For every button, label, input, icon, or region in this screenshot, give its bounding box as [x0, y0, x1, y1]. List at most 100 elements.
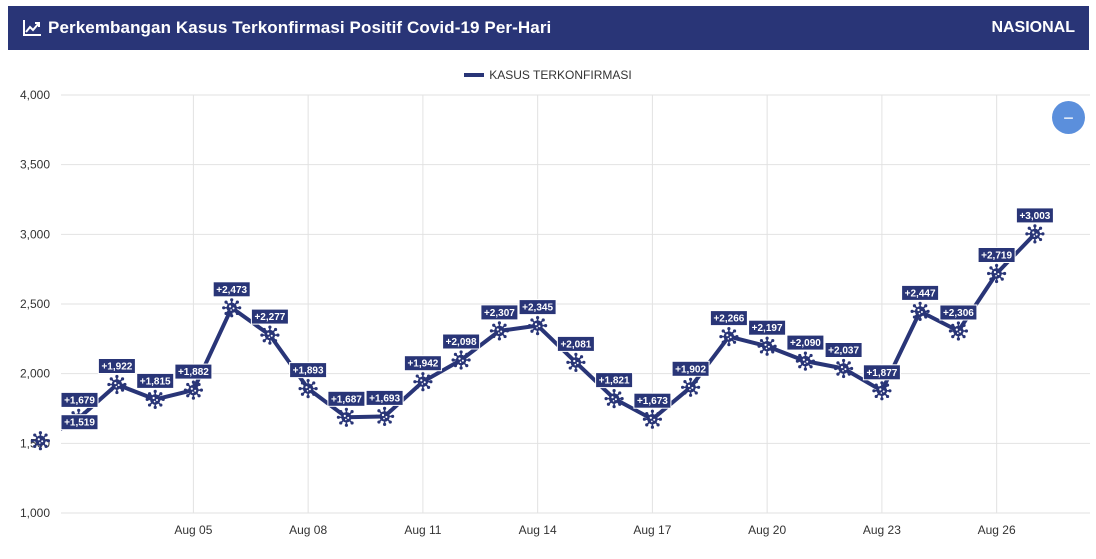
marker-tip: [568, 366, 572, 370]
marker-dot: [306, 390, 309, 392]
marker-tip: [453, 364, 458, 368]
marker-dot: [573, 359, 576, 363]
data-label: +1,821: [599, 376, 630, 387]
marker-tip: [656, 411, 660, 416]
marker-tip: [956, 321, 960, 325]
line-chart-icon: [23, 20, 41, 36]
marker-tip: [147, 403, 152, 407]
data-label: +2,345: [522, 303, 553, 314]
marker-tip: [344, 423, 348, 427]
marker-tip: [107, 382, 111, 387]
marker-tip: [579, 366, 584, 370]
marker-tip: [656, 423, 660, 427]
marker-body: [379, 411, 390, 422]
marker-tip: [1000, 266, 1004, 270]
marker-dot: [267, 332, 270, 335]
marker-dot: [844, 368, 847, 371]
marker-tip: [383, 406, 387, 410]
marker-tip: [732, 329, 737, 333]
marker-dot: [536, 327, 538, 329]
marker-tip: [683, 391, 687, 395]
marker-tip: [606, 391, 611, 395]
data-point: [298, 379, 318, 399]
marker-dot: [117, 384, 120, 387]
data-label: +2,306: [943, 308, 974, 319]
marker-tip: [383, 422, 387, 426]
marker-tip: [650, 409, 654, 413]
marker-body: [1029, 228, 1041, 240]
marker-tip: [115, 374, 119, 379]
marker-tip: [681, 385, 685, 389]
marker-tip: [658, 417, 662, 421]
marker-tip: [77, 408, 81, 412]
data-label: +1,679: [64, 395, 95, 406]
marker-tip: [566, 360, 570, 364]
marker-dot: [229, 305, 232, 308]
marker-body: [876, 385, 888, 396]
marker-tip: [505, 329, 509, 333]
marker-tip: [541, 318, 545, 322]
collapse-button[interactable]: −: [1052, 101, 1085, 134]
marker-tip: [995, 279, 999, 284]
marker-tip: [850, 366, 854, 371]
marker-tip: [951, 335, 955, 339]
marker-tip: [727, 343, 731, 347]
marker-dot: [918, 312, 921, 315]
marker-tip: [620, 397, 624, 401]
marker-tip: [842, 358, 846, 363]
marker-tip: [33, 433, 37, 437]
marker-tip: [803, 367, 807, 371]
marker-tip: [948, 329, 952, 333]
marker-dot: [41, 440, 44, 443]
region-label[interactable]: NASIONAL: [991, 19, 1075, 36]
data-label-box: [595, 372, 634, 389]
marker-dot: [385, 416, 388, 418]
data-label: +2,447: [905, 288, 936, 299]
marker-tip: [339, 410, 343, 414]
marker-dot: [1035, 233, 1038, 236]
marker-tip: [1041, 232, 1045, 236]
marker-tip: [612, 389, 616, 393]
marker-tip: [44, 444, 48, 448]
marker-tip: [924, 304, 928, 308]
data-label: +1,942: [407, 359, 438, 370]
marker-tip: [336, 415, 340, 419]
data-point: [834, 358, 854, 379]
data-label-box: [365, 389, 404, 406]
marker-dot: [115, 385, 118, 388]
marker-dot: [574, 363, 577, 366]
data-label: +2,197: [752, 323, 783, 334]
data-label: +1,687: [331, 394, 362, 405]
data-point: [642, 409, 662, 429]
marker-tip: [773, 344, 777, 348]
marker-tip: [300, 381, 305, 385]
marker-tip: [683, 380, 687, 384]
marker-tip: [260, 333, 264, 337]
data-label: +1,902: [675, 364, 706, 375]
data-point: [107, 374, 127, 395]
marker-dot: [765, 347, 768, 350]
data-label-box: [709, 310, 748, 327]
marker-dot: [37, 438, 40, 441]
marker-tip: [377, 420, 381, 424]
marker-tip: [645, 411, 649, 416]
marker-tip: [421, 388, 425, 392]
marker-tip: [536, 332, 540, 336]
marker-tip: [350, 410, 354, 414]
data-label-box: [518, 299, 557, 316]
marker-body: [685, 382, 696, 393]
marker-tip: [697, 385, 701, 389]
marker-dot: [689, 388, 691, 391]
chart-legend[interactable]: KASUS TERKONFIRMASI: [0, 68, 1096, 82]
data-label-box: [862, 364, 901, 381]
data-label-box: [97, 358, 136, 374]
marker-tip: [352, 415, 356, 419]
series-line: [61, 232, 1037, 432]
marker-dot: [459, 361, 462, 363]
marker-dot: [194, 389, 197, 392]
marker-dot: [500, 330, 503, 333]
marker-tip: [735, 335, 739, 339]
marker-tip: [492, 323, 496, 327]
marker-dot: [804, 362, 806, 365]
marker-tip: [989, 277, 993, 281]
